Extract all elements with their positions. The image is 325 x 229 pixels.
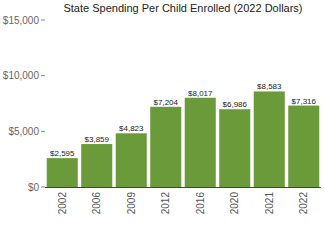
y-tick	[41, 20, 45, 21]
chart-container: State Spending Per Child Enrolled (2022 …	[0, 0, 325, 229]
bar	[254, 91, 285, 187]
chart-svg: State Spending Per Child Enrolled (2022 …	[0, 0, 325, 229]
bar	[116, 133, 147, 187]
x-tick-label: 2016	[195, 192, 206, 215]
y-tick-label: $0	[28, 182, 40, 193]
bar	[185, 98, 216, 187]
data-label: $8,017	[188, 89, 213, 98]
data-label: $2,595	[50, 149, 75, 158]
bar	[288, 106, 319, 187]
data-label: $8,583	[257, 82, 282, 91]
bar	[219, 109, 250, 187]
y-tick	[41, 75, 45, 76]
y-tick-label: $10,000	[3, 70, 40, 81]
y-tick-label: $15,000	[3, 15, 40, 26]
x-tick-label: 2012	[160, 192, 171, 215]
bar	[150, 107, 181, 187]
x-tick-label: 2006	[91, 192, 102, 215]
x-axis	[45, 187, 321, 188]
x-tick-label: 2022	[298, 192, 309, 215]
x-tick-label: 2002	[57, 192, 68, 215]
y-tick-label: $5,000	[8, 126, 39, 137]
data-label: $4,823	[119, 124, 144, 133]
data-label: $7,316	[292, 97, 317, 106]
bar	[47, 158, 78, 187]
title: State Spending Per Child Enrolled (2022 …	[63, 2, 302, 14]
data-label: $3,859	[85, 135, 110, 144]
x-tick-label: 2009	[126, 192, 137, 215]
bars	[47, 91, 320, 187]
data-label: $7,204	[154, 98, 179, 107]
data-label: $6,986	[223, 100, 248, 109]
x-tick-label: 2021	[264, 192, 275, 215]
y-tick	[41, 131, 45, 132]
x-tick-label: 2020	[229, 192, 240, 215]
y-tick	[41, 187, 45, 188]
bar	[81, 144, 112, 187]
